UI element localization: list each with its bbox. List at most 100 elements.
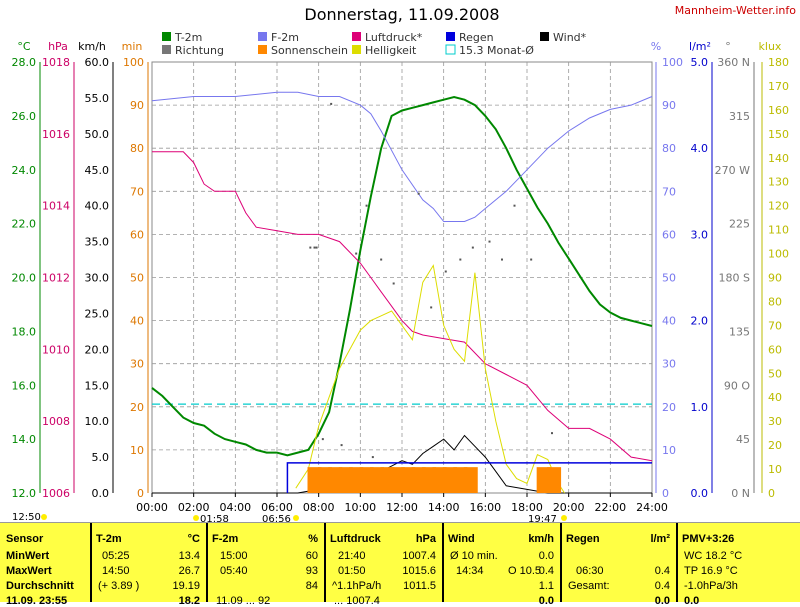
legend-label: F-2m bbox=[271, 31, 299, 44]
time-label: 24:00 bbox=[636, 501, 668, 514]
legend: T-2m F-2m Luftdruck* Regen Wind* Richtung Sonn… bbox=[162, 31, 587, 57]
tick-lux: 160 bbox=[768, 104, 789, 117]
legend-swatch bbox=[352, 45, 361, 54]
legend-label: Sonnenschein bbox=[271, 44, 348, 57]
tick-wind: 10.0 bbox=[85, 415, 110, 428]
tick-hum: 70 bbox=[662, 185, 676, 198]
tick-min: 90 bbox=[130, 99, 144, 112]
tick-hum: 100 bbox=[662, 56, 683, 69]
header-luftdruck-unit: hPa bbox=[415, 533, 436, 545]
series-regen bbox=[286, 462, 652, 493]
time-label: 18:00 bbox=[511, 501, 543, 514]
header-sensor: Sensor bbox=[6, 533, 44, 545]
tick-press: 1018 bbox=[42, 56, 70, 69]
f-current: 11.09 ... 92 bbox=[216, 595, 271, 607]
row-maxwert-label: MaxWert bbox=[6, 565, 52, 577]
f-avg-val: 84 bbox=[305, 580, 318, 592]
tick-press: 1006 bbox=[42, 487, 70, 500]
direction-point bbox=[330, 102, 333, 105]
weather-chart: Donnerstag, 11.09.2008 Mannheim-Wetter.i… bbox=[12, 4, 797, 522]
tick-temp: 20.0 bbox=[12, 272, 37, 285]
legend-swatch bbox=[258, 45, 267, 54]
start-time-label: 12:50 bbox=[12, 512, 41, 522]
sunset-time-label: 19:47 bbox=[528, 514, 557, 522]
tick-wind: 0.0 bbox=[92, 487, 110, 500]
direction-point bbox=[471, 246, 474, 249]
tick-min: 60 bbox=[130, 228, 144, 241]
tick-lux: 130 bbox=[768, 176, 789, 189]
tick-rain: 0.0 bbox=[691, 487, 709, 500]
w-min-val: 0.0 bbox=[538, 550, 554, 562]
row-avg-label: Durchschnitt bbox=[6, 580, 74, 592]
axis-unit-hum: % bbox=[651, 40, 661, 53]
tick-min: 0 bbox=[137, 487, 144, 500]
tick-lux: 110 bbox=[768, 224, 789, 237]
tick-dir: 315 bbox=[729, 110, 750, 123]
tick-lux: 40 bbox=[768, 391, 782, 404]
tick-dir: 90 O bbox=[724, 379, 750, 392]
tick-wind: 20.0 bbox=[85, 343, 110, 356]
pmv-current: 0.0 bbox=[684, 595, 700, 607]
tick-temp: 24.0 bbox=[12, 164, 37, 177]
tick-min: 100 bbox=[123, 56, 144, 69]
tick-lux: 120 bbox=[768, 200, 789, 213]
legend-swatch bbox=[258, 32, 267, 41]
r-max-val: 0.4 bbox=[654, 565, 670, 577]
t-max-time: 14:50 bbox=[102, 565, 130, 577]
p-max-val: 1015.6 bbox=[402, 565, 436, 577]
tick-press: 1010 bbox=[42, 343, 70, 356]
brand-link[interactable]: Mannheim-Wetter.info bbox=[675, 4, 797, 17]
tick-temp: 22.0 bbox=[12, 218, 37, 231]
direction-point bbox=[430, 306, 433, 309]
direction-point bbox=[488, 240, 491, 243]
tick-dir: 0 N bbox=[731, 487, 750, 500]
legend-label: Helligkeit bbox=[365, 44, 417, 57]
tick-rain: 2.0 bbox=[691, 315, 709, 328]
direction-point bbox=[551, 432, 553, 435]
legend-label: Regen bbox=[459, 31, 494, 44]
tick-wind: 50.0 bbox=[85, 128, 110, 141]
tick-hum: 30 bbox=[662, 358, 676, 371]
tick-temp: 16.0 bbox=[12, 379, 37, 392]
axis-unit-rain: l/m² bbox=[689, 40, 711, 53]
tick-hum: 90 bbox=[662, 99, 676, 112]
w-avg-val: 1.1 bbox=[538, 580, 554, 592]
r-total-label: Gesamt: bbox=[568, 580, 610, 592]
direction-point bbox=[380, 258, 383, 261]
tick-lux: 60 bbox=[768, 343, 782, 356]
direction-point bbox=[444, 270, 447, 273]
tick-hum: 20 bbox=[662, 401, 676, 414]
legend-label: Richtung bbox=[175, 44, 224, 57]
time-label: 10:00 bbox=[344, 501, 376, 514]
tick-temp: 18.0 bbox=[12, 325, 37, 338]
tick-min: 10 bbox=[130, 444, 144, 457]
direction-point bbox=[340, 444, 343, 447]
time-label: 22:00 bbox=[594, 501, 626, 514]
series-layer bbox=[151, 91, 653, 494]
grid bbox=[152, 62, 652, 493]
tick-wind: 45.0 bbox=[85, 164, 110, 177]
header-regen: Regen bbox=[566, 533, 600, 545]
t-avg-val: 19.19 bbox=[172, 580, 200, 592]
tick-wind: 35.0 bbox=[85, 236, 110, 249]
pmv-tp: TP 16.9 °C bbox=[684, 565, 738, 577]
tick-temp: 14.0 bbox=[12, 433, 37, 446]
f-max-val: 93 bbox=[305, 565, 318, 577]
tick-hum: 50 bbox=[662, 272, 676, 285]
tick-wind: 60.0 bbox=[85, 56, 110, 69]
tick-dir: 360 N bbox=[717, 56, 750, 69]
series-luftdruck- bbox=[152, 151, 653, 462]
direction-point bbox=[365, 204, 368, 207]
tick-lux: 150 bbox=[768, 128, 789, 141]
legend-swatch bbox=[540, 32, 549, 41]
direction-point bbox=[530, 258, 533, 261]
tick-lux: 10 bbox=[768, 463, 782, 476]
sunrise-dot bbox=[293, 515, 299, 521]
tick-dir: 180 S bbox=[719, 272, 750, 285]
tick-wind: 5.0 bbox=[92, 451, 110, 464]
legend-swatch bbox=[352, 32, 361, 41]
header-t2m-unit: °C bbox=[187, 533, 200, 545]
tick-lux: 90 bbox=[768, 272, 782, 285]
tick-lux: 140 bbox=[768, 152, 789, 165]
time-label: 16:00 bbox=[469, 501, 501, 514]
